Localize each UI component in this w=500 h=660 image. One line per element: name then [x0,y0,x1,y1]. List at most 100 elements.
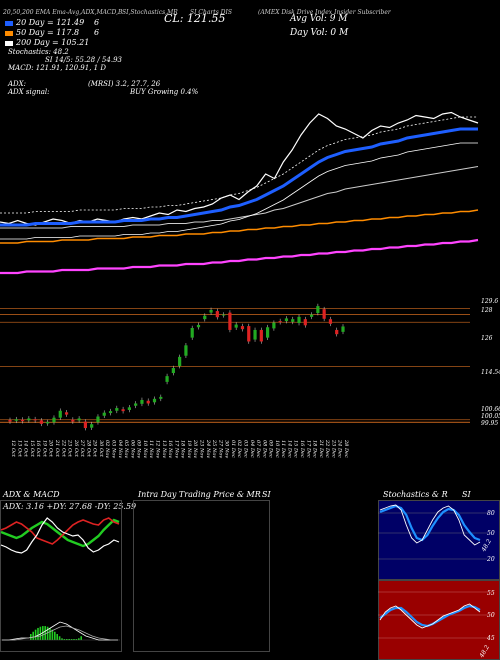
candle-body [121,409,125,412]
candle-body [190,328,194,338]
date-tick-label: 15 Dec [293,440,299,458]
date-tick-label: 18 Dec [312,440,318,458]
avg-volume: Avg Vol: 9 M [290,14,348,24]
macd-line [2,621,118,641]
macd-histogram-bar [68,639,70,640]
candle-body [102,412,106,416]
date-tick-label: 23 Dec [330,439,336,458]
date-tick-label: 16 Nov [167,440,173,458]
candle-body [322,309,326,319]
ema20-lower-band [0,142,478,240]
date-tick-label: 02 Nov [104,440,110,458]
date-tick-label: 08 Dec [261,440,267,458]
candle-body [134,403,138,406]
date-tick-label: 17 Dec [305,440,311,458]
date-tick-label: 29 Oct [92,439,98,458]
ema-lower-line [0,238,479,275]
macd-histogram-bar [63,639,66,640]
price-axis-label: 114.54 [481,369,500,376]
adx-panel-title: ADX & MACD [3,490,60,499]
mrsi-signal-line [379,604,481,628]
candle-body [71,419,75,422]
date-tick-label: 19 Oct [41,440,47,458]
adx-mrsi-readout: (MRSI) 3.2, 27.7, 26 [88,80,161,88]
day-volume: Day Vol: 0 M [290,28,349,38]
candle-body [196,324,201,328]
date-tick-label: 18 Nov [180,440,186,458]
date-tick-label: 04 Dec [249,440,255,458]
date-tick-label: 27 Nov [217,439,223,458]
candle-body [90,424,94,428]
candle-body [159,396,163,399]
stoch-k-line [379,504,481,546]
stoch-tick-20: 20 [487,556,495,563]
candle-body [335,329,339,335]
intra-panel-si: SI [262,490,271,499]
candle-body [341,326,345,332]
macd-histogram-bar [70,639,73,640]
adx-panel [0,500,122,652]
close-price: CL: 121.55 [164,12,226,25]
candle-body [284,318,289,322]
candle-body [234,324,238,328]
macd-histogram-bar [75,639,78,640]
date-tick-label: 11 Dec [280,440,286,458]
date-tick-label: 24 Dec [337,439,343,458]
ema20-upper-band [0,116,478,214]
candle-body [272,322,276,329]
candle-body [316,306,320,314]
macd-histogram-bar [73,639,75,640]
macd-histogram-bar [66,639,68,640]
candle-body [83,421,87,429]
date-tick-label: 14 Dec [286,440,292,458]
candle-body [178,356,182,367]
candle-body [222,314,226,316]
price-axis-label: 129.6 [481,298,498,305]
candle-body [203,315,207,320]
macd-histogram-bar [51,629,54,640]
header-title-left: 20,50,200 EMA Ema-Avg,ADX,MACD,B [3,9,123,16]
macd-histogram-bar [34,629,37,640]
macd-histogram-bar [78,638,80,640]
stoch-panel-title: Stochastics & R [383,490,448,499]
price-axis-label: 100.66 [481,406,500,413]
header-title-right: (AMEX Disk Drive Index Insider Subscribe… [258,9,391,16]
candle-body [253,329,257,340]
candle-body [96,416,100,423]
adx-line [0,517,120,554]
ema200-line [0,209,479,244]
date-tick-label: 30 Nov [224,440,230,458]
price-axis-label: 99.95 [481,420,498,427]
candle-body [146,400,150,404]
macd-readout: MACD: 121.91, 120.91, 1 D [8,64,106,72]
ema20-line [0,127,478,227]
candle-body [228,312,232,330]
plus-di-line [0,518,120,548]
macd-histogram-bar [44,626,46,640]
ema200-legend: 200 Day = 105.21 [5,38,89,47]
candle-body [108,411,113,414]
candle-body [184,345,188,356]
header-title-charts: SI Charts DIS [190,9,232,16]
date-tick-label: 14 Oct [23,440,29,458]
candle-body [303,319,307,326]
candle-body [58,410,62,418]
macd-histogram-bar [49,627,51,640]
date-tick-label: 11 Nov [148,440,154,458]
date-tick-label: 16 Oct [35,440,41,458]
macd-signal-line [2,625,118,641]
date-tick-label: 10 Nov [142,440,148,458]
candle-body [39,420,44,424]
macd-histogram-bar [39,626,42,640]
adx-signal-label: ADX signal: [8,88,50,96]
candle-body [64,412,69,415]
date-tick-label: 09 Dec [268,440,274,458]
candle-body [240,326,245,330]
candle-body [215,311,219,318]
macd-histogram-bar [56,634,58,640]
date-tick-label: 09 Nov [136,440,142,458]
date-tick-label: 24 Nov [205,439,211,458]
candle-body [20,419,25,422]
candle-body [297,316,301,324]
date-tick-label: 04 Nov [117,440,123,458]
